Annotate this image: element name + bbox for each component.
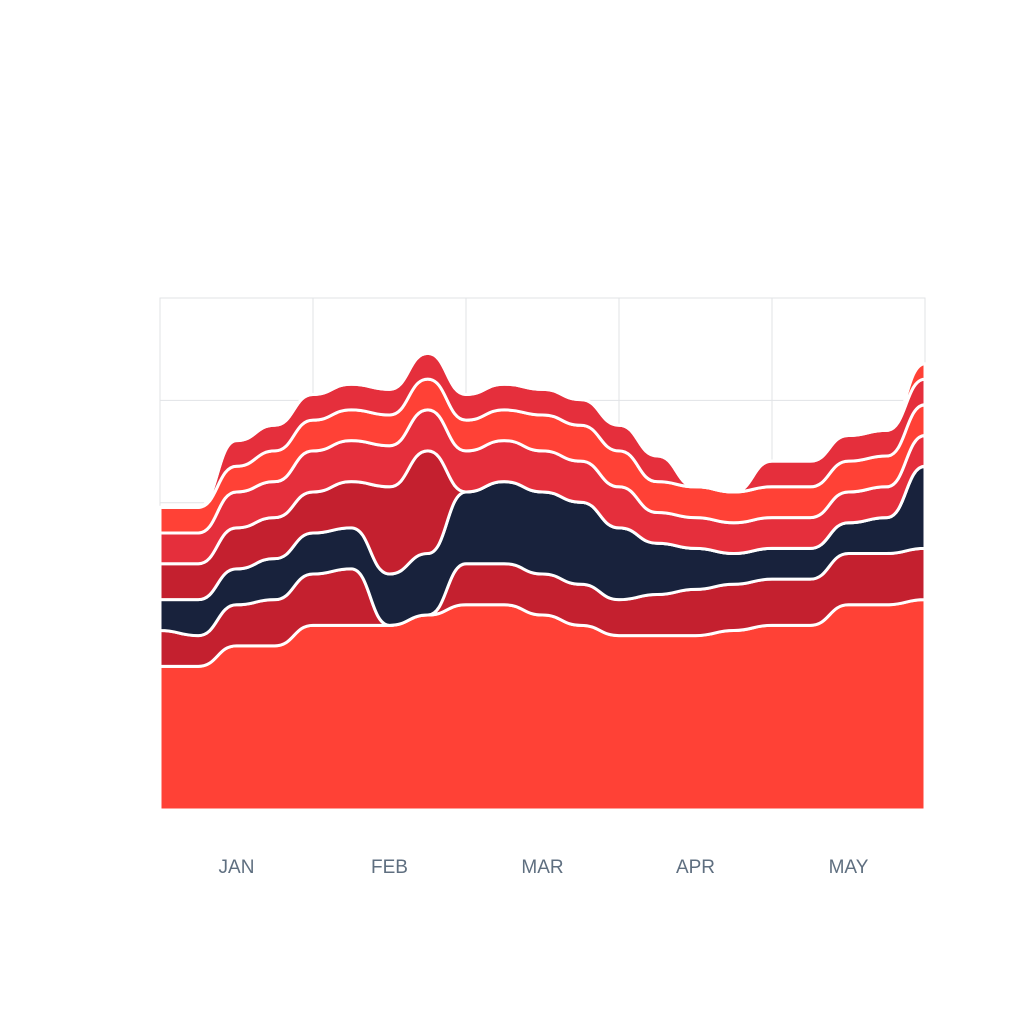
x-tick-label-jan: JAN [219, 857, 255, 878]
x-tick-label-mar: MAR [521, 857, 563, 878]
x-tick-label-may: MAY [829, 857, 869, 878]
series-group [158, 351, 927, 812]
x-tick-label-apr: APR [676, 857, 715, 878]
x-tick-label-feb: FEB [371, 857, 408, 878]
x-axis-labels: JAN FEB MAR APR MAY [219, 857, 869, 878]
stream-series-8[interactable] [158, 351, 927, 509]
